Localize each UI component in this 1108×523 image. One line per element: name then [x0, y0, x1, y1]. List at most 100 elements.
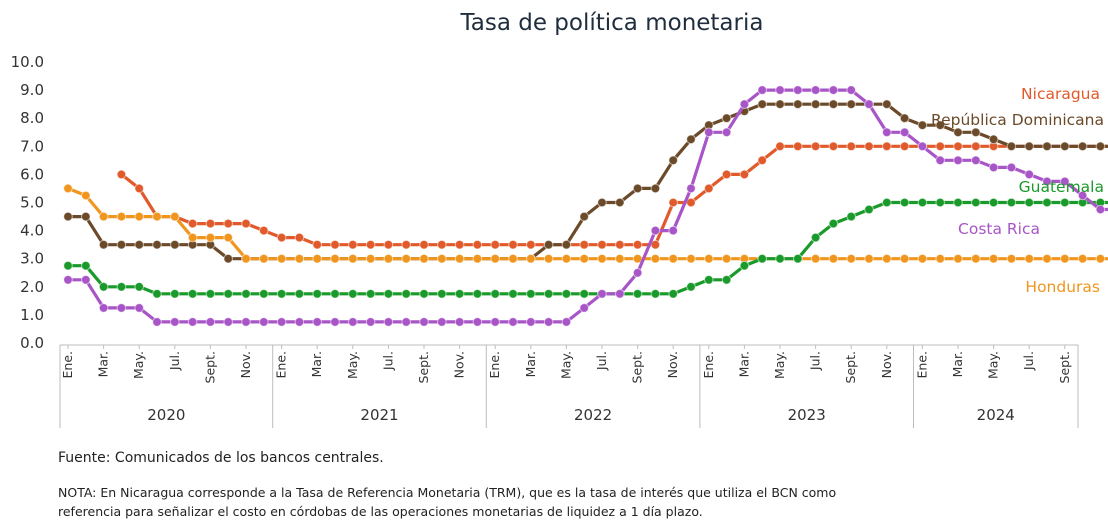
series-label-guatemala: Guatemala: [1019, 178, 1104, 196]
data-point: [419, 253, 429, 264]
data-point: [988, 253, 999, 264]
data-point: [721, 275, 732, 285]
data-point: [1095, 253, 1106, 264]
data-point: [899, 113, 910, 123]
data-point: [223, 218, 233, 229]
x-tick-label: Jul.: [808, 351, 823, 371]
data-point: [1060, 197, 1070, 208]
data-point: [348, 253, 358, 264]
data-point: [650, 183, 661, 194]
x-tick-label: Sept.: [630, 351, 645, 383]
data-point: [1077, 141, 1088, 152]
data-point: [650, 253, 661, 264]
data-point: [1006, 141, 1017, 152]
year-label-2022: 2022: [574, 406, 612, 424]
data-point: [615, 239, 625, 250]
data-point: [454, 289, 465, 299]
year-label-2021: 2021: [360, 406, 398, 424]
data-point: [508, 317, 518, 327]
data-point: [543, 289, 554, 299]
nota-line-1: NOTA: En Nicaragua corresponde a la Tasa…: [58, 485, 837, 500]
data-point: [775, 99, 785, 109]
data-point: [454, 317, 465, 327]
data-point: [704, 127, 714, 138]
data-point: [899, 197, 910, 208]
data-point: [259, 253, 269, 264]
data-point: [917, 253, 928, 264]
data-point: [276, 253, 287, 264]
x-tick-label: Mar.: [309, 351, 324, 377]
data-point: [526, 289, 536, 299]
series-guatemala: [63, 197, 1108, 299]
data-point: [721, 127, 732, 138]
data-point: [882, 253, 892, 264]
chart-title: Tasa de política monetaria: [460, 10, 764, 36]
data-point: [526, 239, 536, 250]
data-point: [935, 155, 946, 166]
data-point: [241, 218, 251, 229]
data-point: [864, 99, 874, 109]
data-point: [632, 289, 643, 299]
y-tick-label: 6.0: [20, 165, 44, 183]
data-point: [988, 134, 999, 145]
data-point: [899, 141, 910, 152]
data-point: [1024, 141, 1034, 152]
data-point: [134, 183, 144, 194]
data-point: [988, 162, 999, 173]
data-point: [348, 289, 358, 299]
data-point: [1006, 197, 1017, 208]
data-point: [561, 289, 572, 299]
data-point: [454, 239, 465, 250]
data-point: [775, 141, 785, 152]
data-point: [401, 253, 412, 264]
data-point: [508, 239, 518, 250]
data-point: [668, 253, 679, 264]
data-point: [81, 211, 91, 222]
data-point: [935, 197, 946, 208]
data-point: [401, 239, 412, 250]
data-point: [543, 317, 554, 327]
data-point: [205, 317, 216, 327]
data-point: [704, 253, 714, 264]
y-tick-label: 0.0: [20, 334, 44, 352]
series-label-republica-dominicana: República Dominicana: [931, 111, 1104, 129]
data-point: [935, 253, 946, 264]
series-honduras: [63, 183, 1108, 264]
data-point: [739, 260, 750, 271]
data-point: [1024, 197, 1034, 208]
data-point: [1024, 253, 1034, 264]
series-costa-rica: [63, 85, 1108, 327]
y-tick-label: 5.0: [20, 194, 44, 212]
data-point: [472, 289, 483, 299]
data-point: [971, 253, 981, 264]
data-point: [1095, 141, 1106, 152]
data-point: [383, 289, 394, 299]
data-point: [259, 225, 269, 236]
data-point: [810, 141, 821, 152]
data-point: [348, 239, 358, 250]
data-point: [828, 218, 839, 229]
data-point: [294, 289, 305, 299]
data-point: [526, 253, 536, 264]
data-point: [917, 141, 928, 152]
source-note: Fuente: Comunicados de los bancos centra…: [58, 450, 384, 466]
data-point: [365, 289, 376, 299]
data-point: [437, 289, 447, 299]
data-point: [223, 253, 233, 264]
data-point: [846, 85, 857, 95]
data-point: [1024, 169, 1034, 180]
data-point: [437, 239, 447, 250]
data-point: [864, 141, 874, 152]
data-point: [205, 289, 216, 299]
y-axis: 0.0 1.0 2.0 3.0 4.0 5.0 6.0 7.0 8.0 9.0 10.0: [11, 53, 44, 352]
data-point: [472, 239, 483, 250]
data-point: [704, 183, 714, 194]
x-tick-label: Ene.: [701, 351, 716, 378]
data-point: [953, 155, 963, 166]
x-tick-label: May.: [345, 351, 360, 379]
data-point: [508, 289, 518, 299]
y-tick-label: 8.0: [20, 109, 44, 127]
data-point: [383, 317, 394, 327]
y-tick-label: 4.0: [20, 222, 44, 240]
data-point: [882, 197, 892, 208]
